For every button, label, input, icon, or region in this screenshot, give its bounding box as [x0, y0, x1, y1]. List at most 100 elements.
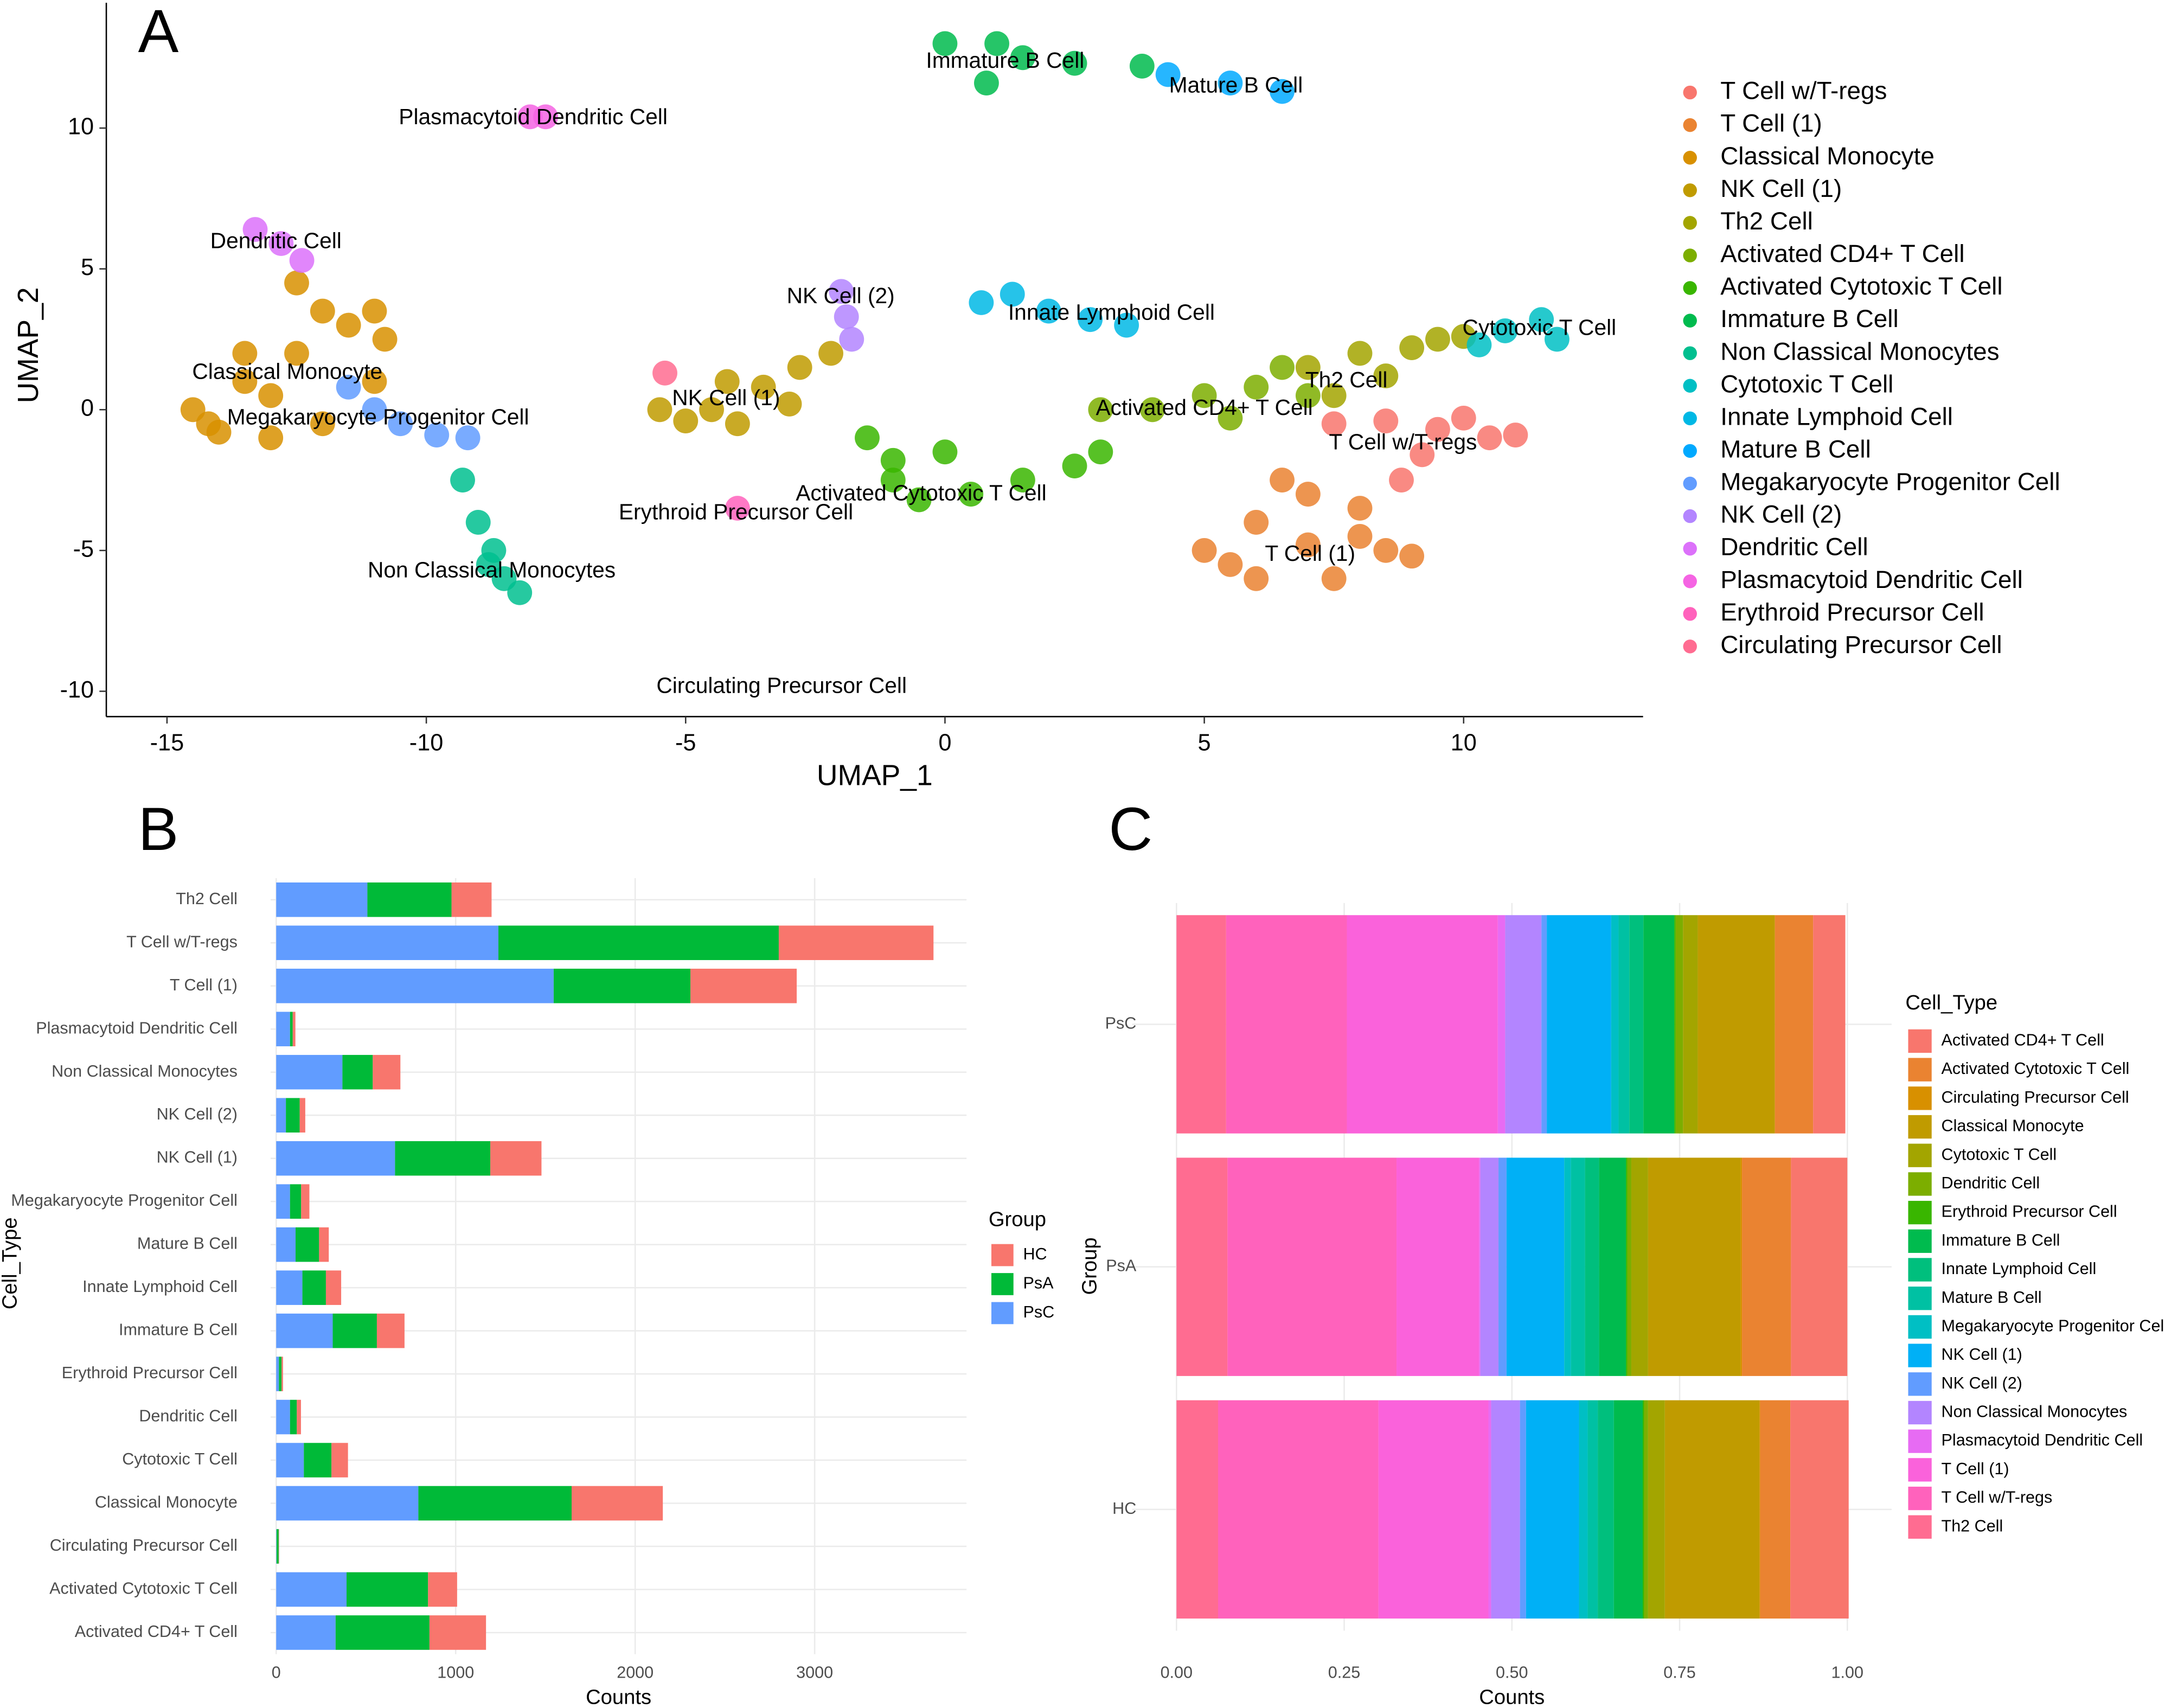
point [958, 482, 984, 507]
y-tick-label: 0 [81, 395, 94, 421]
point [932, 439, 958, 465]
y-tick-label: Classical Monocyte [95, 1493, 238, 1512]
bar-segment [1742, 1157, 1791, 1376]
point [455, 425, 481, 451]
bar-segment [1675, 915, 1683, 1134]
cluster-label: Non Classical Monocytes [368, 558, 616, 583]
y-tick-label: PsC [1105, 1014, 1137, 1033]
bar-segment [276, 1141, 395, 1176]
bar-segment [1664, 1400, 1760, 1619]
point [1389, 468, 1414, 493]
point [1192, 383, 1217, 408]
bar-segment [276, 1357, 279, 1391]
legend-swatch [1683, 150, 1697, 165]
bar-segment [286, 1098, 300, 1133]
bar-segment [367, 882, 452, 917]
cluster-label: Circulating Precursor Cell [656, 673, 907, 698]
bar-segment [1520, 1400, 1526, 1619]
cluster-label: NK Cell (2) [787, 283, 895, 308]
bar-segment [296, 1227, 319, 1262]
bar-segment [276, 1313, 333, 1348]
bar-segment [690, 968, 797, 1003]
point [1493, 318, 1518, 343]
bar-segment [299, 1098, 305, 1133]
point [362, 298, 387, 324]
bar-segment [297, 1399, 301, 1435]
bar-segment [1642, 1400, 1644, 1619]
bar-segment [1760, 1400, 1791, 1619]
x-tick-label: 0.25 [1328, 1663, 1360, 1681]
point [476, 552, 501, 577]
point [1036, 298, 1061, 324]
bar-segment [1598, 1400, 1614, 1619]
y-axis-title: Cell_Type [0, 1217, 21, 1309]
point [232, 369, 258, 394]
panel-label: C [1109, 795, 1152, 863]
point [1295, 355, 1321, 380]
point [1088, 397, 1113, 423]
legend-title: Group [989, 1207, 1046, 1231]
bar-segment [342, 1054, 373, 1090]
x-tick-label: 0 [272, 1663, 281, 1681]
bar-segment [290, 1184, 302, 1219]
point [1321, 383, 1347, 408]
legend-title: Cell_Type [1905, 991, 1997, 1014]
bar-segment [376, 1313, 405, 1348]
point [1295, 482, 1321, 507]
x-tick-label: -5 [675, 730, 696, 756]
point [258, 383, 284, 408]
point [725, 411, 750, 437]
bar-segment [1587, 1400, 1598, 1619]
point [1000, 282, 1025, 307]
point [880, 468, 906, 493]
bar-segment [1648, 1157, 1741, 1376]
y-tick-label: PsA [1106, 1257, 1137, 1275]
bar-segment [276, 882, 368, 917]
bar-segment [281, 1357, 283, 1391]
x-axis-title: UMAP_1 [817, 759, 933, 791]
point [1347, 524, 1373, 549]
point [1347, 496, 1373, 521]
point [1010, 468, 1035, 493]
bar-segment [1491, 1400, 1520, 1619]
legend-label: Innate Lymphoid Cell [1942, 1259, 2097, 1278]
x-tick-label: 3000 [796, 1663, 833, 1681]
cluster-label: Megakaryocyte Progenitor Cell [227, 405, 529, 430]
point [714, 369, 740, 394]
bar-segment [304, 1443, 332, 1477]
bar-segment [1683, 915, 1698, 1134]
y-tick-label: NK Cell (2) [157, 1105, 238, 1123]
legend-swatch [1908, 1515, 1932, 1539]
bar-segment [1790, 1400, 1849, 1619]
legend-swatch [1908, 1486, 1932, 1511]
bar-segment [1176, 1400, 1218, 1619]
point [1295, 383, 1321, 408]
legend-swatch [1908, 1315, 1932, 1339]
bar-segment [1791, 1157, 1848, 1376]
bar-segment [290, 1012, 293, 1047]
point [362, 397, 387, 423]
legend-label: HC [1023, 1245, 1047, 1263]
point [424, 423, 450, 447]
legend-label: Classical Monocyte [1720, 142, 1935, 170]
bar-segment [490, 1141, 542, 1176]
bar-segment [429, 1615, 486, 1650]
legend-swatch [1683, 411, 1697, 426]
point [1114, 312, 1139, 338]
point [1062, 453, 1087, 479]
y-tick-label: 5 [81, 254, 94, 280]
legend-swatch [1683, 379, 1697, 393]
bar-segment [331, 1443, 348, 1477]
bar-segment [572, 1486, 663, 1521]
point [196, 411, 221, 437]
bar-segment [1627, 1157, 1631, 1376]
point [284, 270, 309, 296]
point [1270, 355, 1295, 380]
bar-segment [451, 882, 492, 917]
bar-segment [498, 925, 779, 961]
point [855, 425, 880, 451]
legend-label: T Cell w/T-regs [1720, 77, 1887, 105]
bar-segment [276, 1399, 290, 1435]
point [1270, 468, 1295, 493]
point [652, 360, 677, 386]
